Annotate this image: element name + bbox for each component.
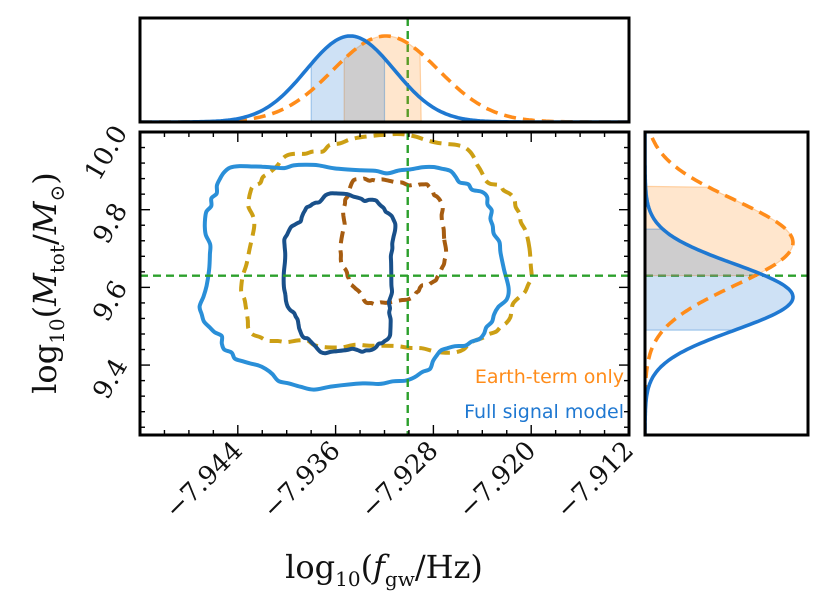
y-tick-label: 9.4 xyxy=(87,354,134,405)
x-tick-label: −7.920 xyxy=(453,436,542,525)
y-tick-label: 10.0 xyxy=(79,121,134,186)
y-tick-label: 9.8 xyxy=(87,198,134,249)
contour-full-signal-1sigma xyxy=(281,191,398,356)
right-frame xyxy=(643,130,810,437)
x-tick-labels: −7.944 −7.936 −7.928 −7.920 −7.912 xyxy=(159,436,639,525)
top-frame xyxy=(138,16,631,124)
y-marginal-panel xyxy=(643,130,810,437)
main-frame xyxy=(138,130,631,437)
joint-posterior-panel: Earth-term only Full signal model xyxy=(138,18,808,437)
y-axis-label: log10(Mtot/M⊙) xyxy=(26,172,69,394)
x-tick-label: −7.936 xyxy=(257,436,346,525)
contour-earth-term-2sigma xyxy=(239,132,534,355)
x-axis-label: log10(fgw/Hz) xyxy=(285,548,483,591)
legend-earth-term: Earth-term only xyxy=(475,366,624,388)
contour-group xyxy=(197,132,534,392)
x-marginal-curves xyxy=(140,34,629,122)
truth-lines xyxy=(140,18,808,435)
y-tick-labels: 9.4 9.6 9.8 10.0 xyxy=(79,121,134,405)
contour-full-signal-2sigma xyxy=(197,162,511,392)
x-tick-label: −7.928 xyxy=(355,436,444,525)
contour-earth-term-1sigma xyxy=(338,176,449,307)
main-ticks xyxy=(139,131,630,435)
y-tick-label: 9.6 xyxy=(87,276,134,327)
x-tick-label: −7.912 xyxy=(551,436,640,525)
y-marginal-curve xyxy=(645,132,795,435)
legend-full-signal: Full signal model xyxy=(464,401,624,423)
y-marginal-curves xyxy=(645,132,795,435)
x-marginal-panel xyxy=(138,16,631,124)
x-tick-label: −7.944 xyxy=(159,436,248,525)
